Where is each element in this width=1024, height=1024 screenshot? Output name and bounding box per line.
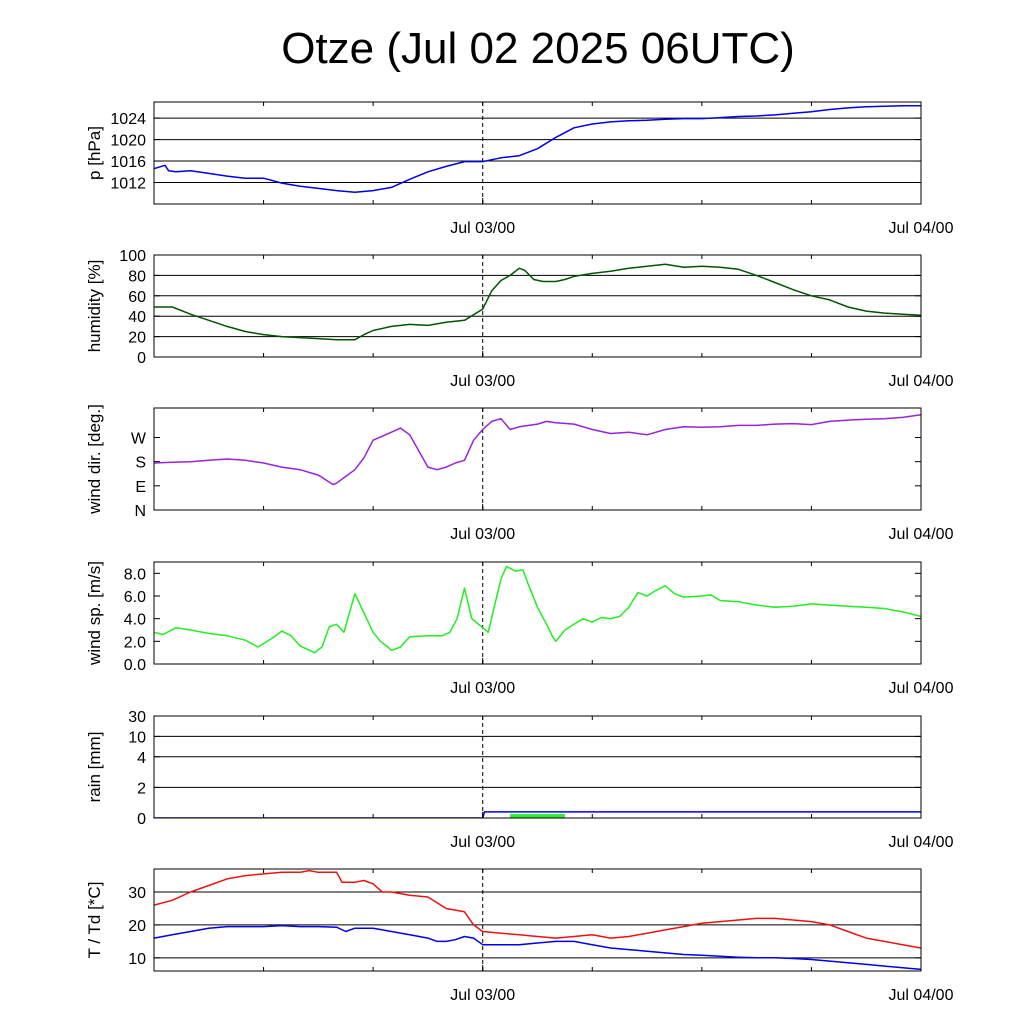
ylabel-humidity: humidity [%] [85, 260, 104, 353]
series-line-pressure [154, 105, 921, 193]
xtick-label-humidity-0: Jul 03/00 [450, 373, 515, 390]
panel-temperature: 10 20 30 Jul 03/00 Jul 04/00 T / Td [*C] [85, 868, 954, 1004]
ytick-label-wind_speed-2: 4.0 [124, 612, 146, 629]
xtick-label-rain-1: Jul 04/00 [889, 834, 954, 851]
series-line-humidity [154, 263, 921, 341]
xtick-label-wind_direction-1: Jul 04/00 [889, 526, 954, 543]
ytick-label-pressure-2: 1020 [110, 133, 146, 150]
ytick-label-pressure-3: 1024 [110, 111, 146, 128]
series-line-wind_speed [154, 565, 921, 654]
ytick-label-rain-0: 0 [137, 811, 146, 828]
ylabel-pressure: p [hPa] [85, 126, 104, 180]
ylabel-rain: rain [mm] [85, 732, 104, 803]
ylabel-temperature: T / Td [*C] [85, 882, 104, 959]
xtick-label-humidity-1: Jul 04/00 [889, 373, 954, 390]
plot-frame-rain [153, 715, 922, 819]
plot-frame-wind_speed [153, 561, 922, 665]
ytick-label-humidity-0: 0 [137, 350, 146, 367]
ytick-label-rain-3: 10 [128, 729, 146, 746]
ytick-label-wind_speed-3: 6.0 [124, 589, 146, 606]
series-line-rain_line [154, 811, 921, 818]
ytick-label-rain-1: 2 [137, 780, 146, 797]
ytick-label-wind_direction-3: W [131, 431, 147, 448]
panel-pressure: 1012 1016 1020 1024 Jul 03/00 Jul 04/00 p [hPa… [85, 101, 954, 237]
ytick-label-rain-4: 30 [128, 709, 146, 726]
ytick-label-wind_direction-0: N [134, 503, 146, 520]
ytick-label-wind_direction-1: E [135, 479, 146, 496]
xtick-label-temperature-0: Jul 03/00 [450, 987, 515, 1004]
ytick-label-temperature-2: 30 [128, 885, 146, 902]
ytick-label-humidity-1: 20 [128, 330, 146, 347]
ytick-label-rain-2: 4 [137, 750, 146, 767]
ytick-label-humidity-2: 40 [128, 309, 146, 326]
ytick-label-wind_speed-0: 0.0 [124, 657, 146, 674]
xtick-label-wind_direction-0: Jul 03/00 [450, 526, 515, 543]
xtick-label-wind_speed-1: Jul 04/00 [889, 680, 954, 697]
ytick-label-wind_speed-4: 8.0 [124, 566, 146, 583]
ytick-label-pressure-0: 1012 [110, 176, 146, 193]
page-title: Otze (Jul 02 2025 06UTC) [281, 24, 795, 73]
ytick-label-wind_speed-1: 2.0 [124, 634, 146, 651]
panel-humidity: 0 20 40 60 80 100 Jul 03/00 Jul 04/00 humidity [… [85, 248, 954, 390]
xtick-label-rain-0: Jul 03/00 [450, 834, 515, 851]
plot-frame-wind_direction [153, 407, 922, 511]
ytick-label-temperature-1: 20 [128, 918, 146, 935]
series-line-wind_dir [154, 413, 921, 486]
xtick-label-pressure-0: Jul 03/00 [450, 220, 515, 237]
ylabel-wind_speed: wind sp. [m/s] [85, 561, 104, 666]
xtick-label-wind_speed-0: Jul 03/00 [450, 680, 515, 697]
plot-frame-temperature [153, 868, 922, 972]
series-line-dewpoint [154, 924, 921, 971]
plot-frame-pressure [153, 101, 922, 205]
xtick-label-temperature-1: Jul 04/00 [889, 987, 954, 1004]
series-line-temperature [154, 869, 921, 949]
xtick-label-pressure-1: Jul 04/00 [889, 220, 954, 237]
ytick-label-temperature-0: 10 [128, 951, 146, 968]
ytick-label-humidity-5: 100 [119, 248, 146, 265]
ytick-label-humidity-3: 60 [128, 289, 146, 306]
ytick-label-pressure-1: 1016 [110, 154, 146, 171]
ytick-label-humidity-4: 80 [128, 268, 146, 285]
plot-frame-humidity [153, 254, 922, 358]
panel-wind_speed: 0.0 2.0 4.0 6.0 8.0 Jul 03/00 Jul 04/00 wind sp… [85, 561, 954, 697]
rain-bar-0 [510, 813, 565, 818]
panel-rain: 0 2 4 10 30 Jul 03/00 Jul 04/00 rain [mm] [85, 709, 954, 851]
ytick-label-wind_direction-2: S [135, 455, 146, 472]
ylabel-wind_direction: wind dir. [deg.] [85, 404, 104, 515]
